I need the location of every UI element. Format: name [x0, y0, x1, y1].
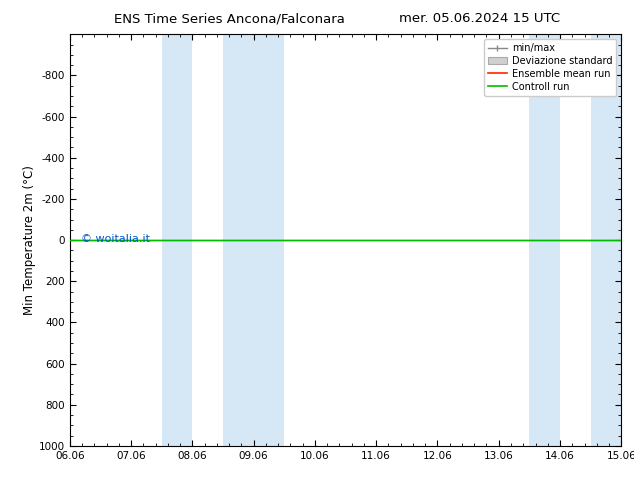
Bar [162, 34, 192, 446]
Text: mer. 05.06.2024 15 UTC: mer. 05.06.2024 15 UTC [399, 12, 560, 25]
Bar [529, 34, 560, 446]
Bar [223, 34, 284, 446]
Y-axis label: Min Temperature 2m (°C): Min Temperature 2m (°C) [23, 165, 36, 315]
Legend: min/max, Deviazione standard, Ensemble mean run, Controll run: min/max, Deviazione standard, Ensemble m… [484, 39, 616, 96]
Bar [591, 34, 634, 446]
Text: © woitalia.it: © woitalia.it [81, 234, 150, 245]
Text: ENS Time Series Ancona/Falconara: ENS Time Series Ancona/Falconara [114, 12, 345, 25]
